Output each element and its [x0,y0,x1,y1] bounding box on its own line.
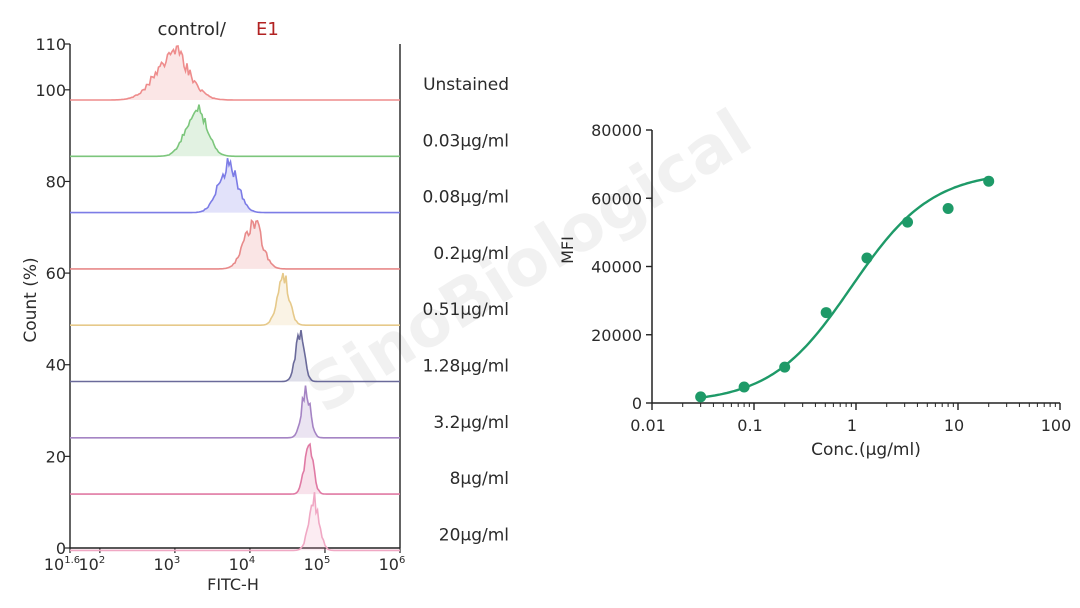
histogram-series-label: 3.2μg/ml [433,413,509,433]
histogram-series-label: 0.2μg/ml [433,244,509,264]
histogram-fill [70,273,400,326]
histogram-fill [70,492,400,551]
histogram-x-tick-label: 105 [304,555,331,574]
histogram-y-tick-label: 80 [46,172,66,191]
title-prefix: control/ [158,19,227,40]
histogram-series-label: 1.28μg/ml [423,357,509,377]
histogram-y-tick-label: 60 [46,264,66,283]
histogram-y-label: Count (%) [21,257,41,342]
mfi-data-point [695,391,707,403]
mfi-data-point [820,307,832,319]
mfi-x-tick-label: 0.01 [630,416,666,435]
histogram-title-highlight: E1 [256,19,279,40]
histogram-series-label: 0.08μg/ml [423,188,509,208]
histogram-x-tick-label: 102 [78,555,105,574]
mfi-data-point [738,381,750,393]
histogram-x-tick-label: 106 [379,555,406,574]
mfi-y-label: MFI [558,236,577,264]
mfi-x-tick-label: 0.1 [737,416,762,435]
histogram-series-line [70,492,400,552]
histogram-series-line [70,329,400,383]
histogram-series-line [70,104,400,158]
mfi-x-tick-label: 1 [847,416,857,435]
histogram-fill [70,46,400,100]
histogram-series-label: 0.51μg/ml [423,300,509,320]
watermark: SinoBiological [293,96,764,428]
mfi-x-label: Conc.(μg/ml) [811,440,921,460]
histogram-fill [70,104,400,157]
histogram-y-tick-label: 20 [46,447,66,466]
histogram-title: control/ [158,19,227,40]
mfi-data-point [983,175,995,187]
histogram-series-line [70,218,400,270]
histogram-y-tick-label: 40 [46,356,66,375]
histogram-x-tick-label: 104 [229,555,256,574]
mfi-data-point [779,361,791,373]
mfi-y-tick-label: 20000 [591,326,642,345]
histogram-x-tick-label: 101.6 [44,555,80,574]
histogram-series-label: 0.03μg/ml [423,131,509,151]
mfi-y-tick-label: 80000 [591,121,642,140]
histogram-series-label: Unstained [423,75,509,95]
mfi-x-tick-label: 100 [1041,416,1072,435]
mfi-chart: 0 20000 40000 60000 80000 0.01 0.1 1 10 100 Conc… [558,121,1071,460]
histogram-series-line [70,442,400,495]
mfi-data-point [902,216,914,228]
histogram-series-line [70,272,400,326]
histogram-fill [70,158,400,213]
histogram-x-tick-label: 103 [154,555,181,574]
histogram-fill [70,444,400,495]
histogram-y-tick-label: 0 [56,539,66,558]
histogram-series-line [70,45,400,101]
histogram-series-line [70,385,400,439]
histogram-series-label: 8μg/ml [450,469,509,489]
mfi-x-tick-label: 10 [944,416,964,435]
mfi-data-point [861,252,873,264]
histogram-x-label: FITC-H [207,575,259,594]
mfi-y-tick-label: 60000 [591,189,642,208]
histogram-y-tick-label: 110 [35,35,66,54]
mfi-y-tick-label: 0 [632,394,642,413]
histogram-series-label: 20μg/ml [439,525,509,545]
histogram-series-line [70,158,400,214]
histogram-y-tick-label: 100 [35,81,66,100]
mfi-data-point [942,202,954,214]
mfi-y-tick-label: 40000 [591,258,642,277]
